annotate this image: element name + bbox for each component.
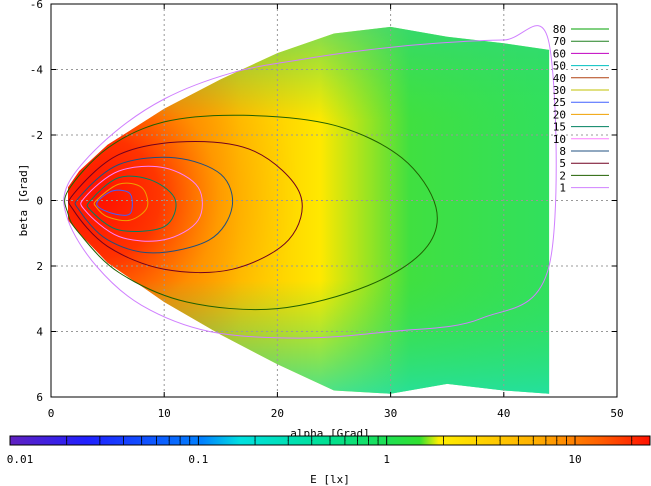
- grid-lines: [51, 4, 617, 397]
- x-tick-label: 30: [384, 407, 397, 420]
- colorbar-tick-label: 10: [568, 453, 581, 466]
- x-tick-label: 50: [610, 407, 623, 420]
- contour-line-8: [74, 156, 234, 254]
- y-tick-label: -4: [30, 64, 44, 77]
- legend-label: 1: [559, 182, 566, 195]
- y-tick-label: -2: [30, 129, 43, 142]
- colorbar: 0.01 0.1 1 10 E [lx]: [7, 435, 651, 486]
- contour-line-25: [96, 189, 133, 216]
- contour-line-2: [64, 114, 438, 311]
- colorbar-tick-label: 1: [383, 453, 390, 466]
- legend-label: 30: [553, 84, 566, 97]
- y-tick-label: -6: [30, 0, 43, 11]
- contour-line-1: [63, 25, 557, 339]
- x-tick-label: 10: [158, 407, 171, 420]
- colorbar-tick-label: 0.01: [7, 453, 34, 466]
- legend-label: 5: [559, 157, 566, 170]
- contour-line-15: [86, 175, 177, 232]
- contour-line-5: [68, 140, 303, 274]
- legend-label: 2: [559, 169, 566, 182]
- x-axis-ticks: 0 10 20 30 40 50: [48, 4, 624, 420]
- contour-lines: [63, 25, 557, 339]
- legend-label: 25: [553, 96, 566, 109]
- legend-label: 60: [553, 47, 566, 60]
- legend-label: 15: [553, 121, 566, 134]
- legend-label: 70: [553, 35, 566, 48]
- colorbar-label: E [lx]: [310, 473, 350, 486]
- legend-label: 10: [553, 133, 566, 146]
- colorbar-ticks: 0.01 0.1 1 10: [7, 436, 633, 466]
- legend-label: 80: [553, 23, 566, 36]
- y-axis-label: beta [Grad]: [17, 164, 30, 237]
- colorbar-tick-label: 0.1: [188, 453, 208, 466]
- legend-label: 8: [559, 145, 566, 158]
- y-axis-ticks: -6 -4 -2 0 2 4 6: [30, 0, 617, 404]
- contour-line-10: [80, 165, 203, 242]
- x-tick-label: 40: [497, 407, 510, 420]
- y-tick-label: 6: [36, 391, 43, 404]
- legend-label: 50: [553, 60, 566, 73]
- x-tick-label: 0: [48, 407, 55, 420]
- legend-label: 40: [553, 72, 566, 85]
- y-tick-label: 2: [36, 260, 43, 273]
- contour-line-20: [93, 182, 149, 222]
- x-tick-label: 20: [271, 407, 284, 420]
- legend-label: 20: [553, 108, 566, 121]
- y-tick-label: 4: [36, 326, 43, 339]
- y-tick-label: 0: [36, 195, 43, 208]
